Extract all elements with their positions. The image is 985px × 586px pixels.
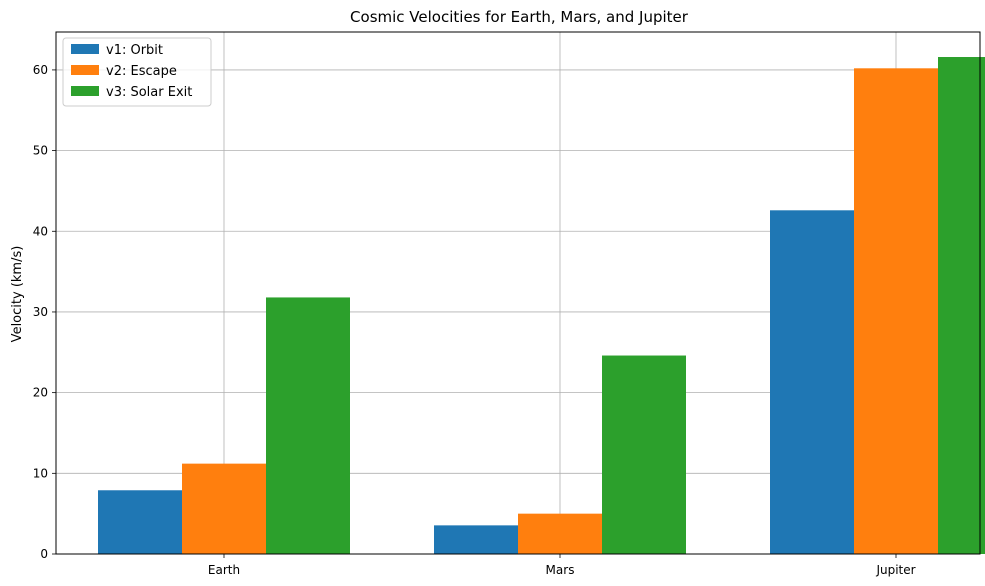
ticks-layer: Earth Mars Jupiter 0 10 20 30 40 50 60 xyxy=(33,63,916,577)
bar-v3-mars xyxy=(602,355,686,554)
bar-v2-mars xyxy=(518,513,602,554)
legend-label: v1: Orbit xyxy=(106,43,163,58)
x-tick-label: Jupiter xyxy=(875,563,915,577)
bar-v3-earth xyxy=(266,297,350,554)
bar-v1-earth xyxy=(98,490,182,554)
y-tick-label: 40 xyxy=(33,224,48,238)
legend-box xyxy=(62,37,212,107)
bar-v1-jupiter xyxy=(770,210,854,555)
y-tick-label: 60 xyxy=(33,63,48,77)
legend-swatch xyxy=(71,86,99,96)
chart-title: Cosmic Velocities for Earth, Mars, and J… xyxy=(350,8,689,26)
y-tick-label: 20 xyxy=(33,386,48,400)
legend-swatch xyxy=(71,44,99,54)
bar-v3-jupiter xyxy=(938,57,985,555)
bars-layer xyxy=(98,57,985,555)
x-tick-label: Earth xyxy=(208,563,240,577)
plot-frame xyxy=(55,31,981,555)
y-tick-label: 30 xyxy=(33,305,48,319)
bar-v2-earth xyxy=(182,463,266,554)
y-tick-label: 50 xyxy=(33,144,48,158)
y-tick-label: 10 xyxy=(33,466,48,480)
legend-label: v3: Solar Exit xyxy=(106,85,192,100)
bar-v1-mars xyxy=(434,525,518,554)
y-tick-label: 0 xyxy=(40,547,48,561)
legend-swatch xyxy=(71,65,99,75)
bar-v2-jupiter xyxy=(854,68,938,554)
y-axis-label: Velocity (km/s) xyxy=(10,246,25,343)
x-tick-label: Mars xyxy=(546,563,575,577)
legend-label: v2: Escape xyxy=(106,64,177,79)
legend: v1: Orbit v2: Escape v3: Solar Exit xyxy=(62,37,212,107)
